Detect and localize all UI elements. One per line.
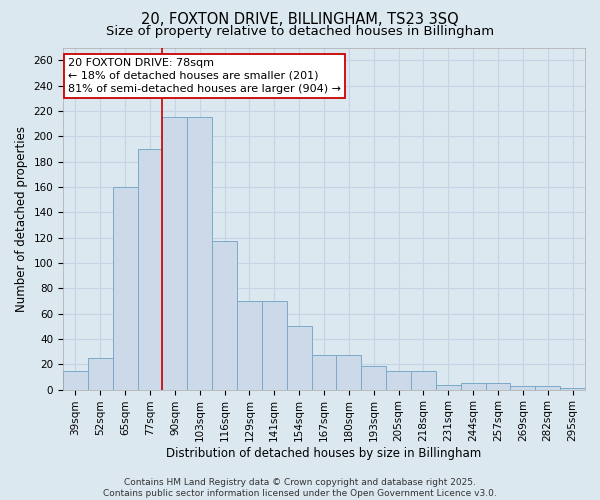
Bar [237, 301, 262, 390]
Text: 20 FOXTON DRIVE: 78sqm
← 18% of detached houses are smaller (201)
81% of semi-de: 20 FOXTON DRIVE: 78sqm ← 18% of detached… [68, 58, 341, 94]
Bar [511, 386, 535, 390]
Text: 20, FOXTON DRIVE, BILLINGHAM, TS23 3SQ: 20, FOXTON DRIVE, BILLINGHAM, TS23 3SQ [141, 12, 459, 28]
Bar [485, 384, 511, 390]
Bar [560, 388, 585, 390]
Bar [411, 370, 436, 390]
Y-axis label: Number of detached properties: Number of detached properties [15, 126, 28, 312]
Bar [63, 370, 88, 390]
Bar [535, 386, 560, 390]
Bar [436, 384, 461, 390]
Bar [361, 366, 386, 390]
Bar [163, 117, 187, 390]
Bar [137, 149, 163, 390]
Bar [262, 301, 287, 390]
Bar [88, 358, 113, 390]
Bar [212, 242, 237, 390]
Bar [461, 384, 485, 390]
Bar [113, 187, 137, 390]
Bar [287, 326, 311, 390]
Bar [337, 356, 361, 390]
Text: Contains HM Land Registry data © Crown copyright and database right 2025.
Contai: Contains HM Land Registry data © Crown c… [103, 478, 497, 498]
Bar [311, 356, 337, 390]
Bar [386, 370, 411, 390]
Text: Size of property relative to detached houses in Billingham: Size of property relative to detached ho… [106, 25, 494, 38]
X-axis label: Distribution of detached houses by size in Billingham: Distribution of detached houses by size … [166, 447, 482, 460]
Bar [187, 117, 212, 390]
